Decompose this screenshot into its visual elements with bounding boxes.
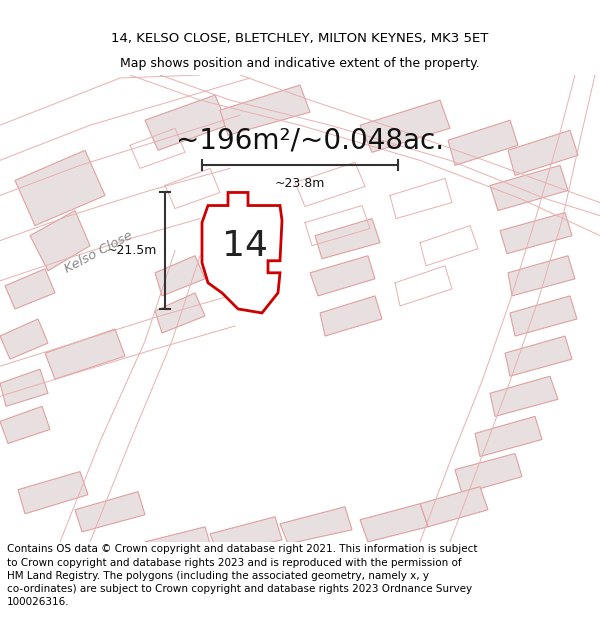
Polygon shape: [155, 256, 205, 296]
Polygon shape: [315, 219, 380, 259]
Text: ~21.5m: ~21.5m: [107, 244, 157, 258]
Text: Contains OS data © Crown copyright and database right 2021. This information is : Contains OS data © Crown copyright and d…: [7, 544, 478, 607]
Polygon shape: [448, 120, 518, 166]
Polygon shape: [490, 376, 558, 416]
Polygon shape: [220, 85, 310, 135]
Polygon shape: [5, 269, 55, 309]
Polygon shape: [45, 329, 125, 379]
Polygon shape: [145, 95, 228, 150]
Polygon shape: [210, 517, 282, 554]
Polygon shape: [500, 213, 572, 254]
Polygon shape: [360, 100, 450, 152]
Text: ~23.8m: ~23.8m: [275, 177, 325, 191]
Polygon shape: [310, 256, 375, 296]
Polygon shape: [508, 130, 578, 176]
Polygon shape: [145, 527, 212, 564]
Text: ~196m²/~0.048ac.: ~196m²/~0.048ac.: [176, 126, 444, 154]
Text: Kelso Close: Kelso Close: [62, 229, 134, 276]
Polygon shape: [490, 166, 568, 211]
Polygon shape: [15, 150, 105, 226]
Polygon shape: [155, 293, 205, 333]
Polygon shape: [0, 319, 48, 359]
Polygon shape: [455, 454, 522, 494]
Polygon shape: [280, 507, 352, 544]
Text: 14: 14: [222, 229, 268, 262]
Text: 14, KELSO CLOSE, BLETCHLEY, MILTON KEYNES, MK3 5ET: 14, KELSO CLOSE, BLETCHLEY, MILTON KEYNE…: [112, 32, 488, 45]
Polygon shape: [508, 256, 575, 296]
Polygon shape: [0, 406, 50, 444]
Polygon shape: [420, 487, 488, 527]
Polygon shape: [18, 472, 88, 514]
Polygon shape: [505, 336, 572, 376]
Polygon shape: [320, 296, 382, 336]
Polygon shape: [30, 211, 90, 271]
Polygon shape: [0, 369, 48, 406]
Text: Map shows position and indicative extent of the property.: Map shows position and indicative extent…: [120, 58, 480, 71]
Polygon shape: [75, 492, 145, 532]
Polygon shape: [360, 504, 428, 542]
Polygon shape: [202, 192, 282, 313]
Polygon shape: [510, 296, 577, 336]
Polygon shape: [475, 416, 542, 456]
